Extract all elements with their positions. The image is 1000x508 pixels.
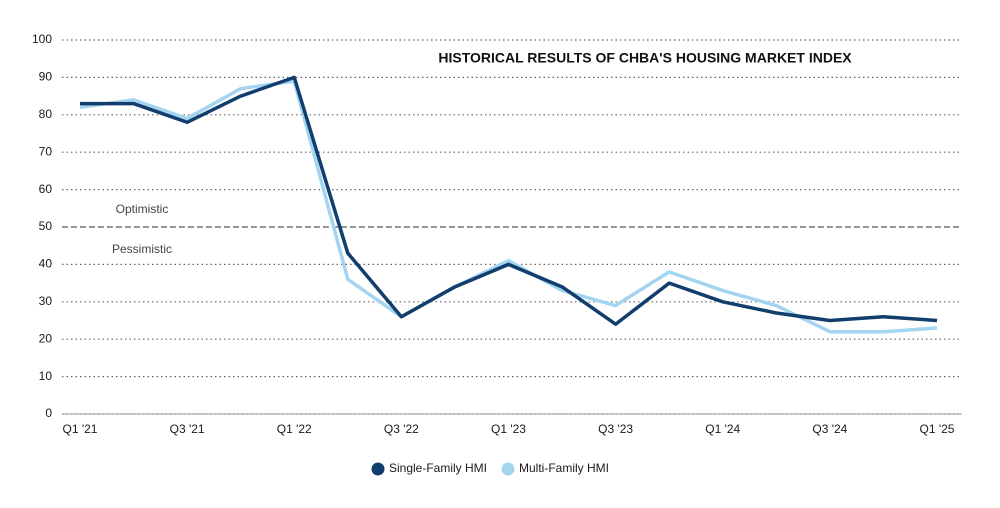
x-tick-label: Q3 '23 (598, 422, 633, 436)
y-tick-label: 0 (45, 406, 52, 420)
y-tick-label: 50 (39, 219, 53, 233)
y-tick-label: 30 (39, 294, 53, 308)
y-tick-label: 60 (39, 182, 53, 196)
y-tick-label: 70 (39, 144, 53, 158)
legend-label: Multi-Family HMI (519, 461, 609, 475)
threshold-label: Pessimistic (112, 242, 172, 256)
legend-marker (501, 462, 515, 476)
y-tick-label: 10 (39, 369, 53, 383)
threshold-label: Optimistic (116, 202, 169, 216)
series-line (80, 75, 938, 326)
y-tick-label: 20 (39, 331, 53, 345)
x-tick-label: Q1 '25 (920, 422, 955, 436)
x-tick-label: Q1 '22 (277, 422, 312, 436)
x-tick-label: Q1 '23 (491, 422, 526, 436)
chart-title: HISTORICAL RESULTS OF CHBA'S HOUSING MAR… (438, 50, 852, 66)
x-tick-label: Q1 '24 (705, 422, 740, 436)
y-tick-label: 40 (39, 257, 53, 271)
series-line (79, 79, 938, 334)
x-tick-label: Q3 '21 (170, 422, 205, 436)
legend-label: Single-Family HMI (389, 461, 487, 475)
y-tick-label: 90 (39, 70, 53, 84)
legend-marker (371, 462, 385, 476)
x-tick-label: Q1 '21 (63, 422, 98, 436)
x-tick-label: Q3 '22 (384, 422, 419, 436)
x-tick-label: Q3 '24 (812, 422, 847, 436)
y-tick-label: 100 (32, 32, 52, 46)
y-tick-label: 80 (39, 107, 53, 121)
